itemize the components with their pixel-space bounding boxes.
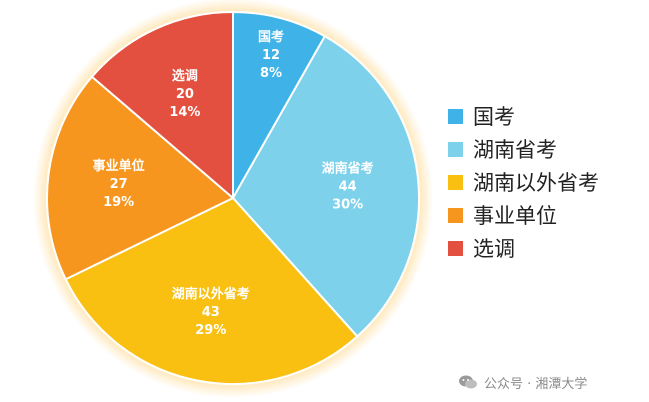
- pie-slice-label-name: 国考: [258, 29, 284, 45]
- pie-slice: [90, 10, 234, 201]
- legend-swatch: [448, 241, 463, 256]
- pie-slice: [232, 10, 327, 202]
- pie-slice-labels: 国考 12 8% 湖南省考 44 30% 湖南以外省考 43 29% 事业单位 27 19% 选调 20 1…: [93, 29, 374, 338]
- legend-swatch: [448, 208, 463, 223]
- pie-slice: [46, 75, 235, 281]
- legend-label: 湖南省考: [473, 138, 557, 162]
- legend-label: 选调: [473, 237, 515, 261]
- legend-swatch: [448, 142, 463, 157]
- pie-slices: [46, 10, 420, 385]
- legend-swatch: [448, 109, 463, 124]
- legend-label: 国考: [473, 105, 515, 129]
- pie-slice-label-percent: 14%: [169, 105, 200, 120]
- pie-slice-label-percent: 30%: [332, 198, 363, 213]
- wechat-icon: [459, 375, 477, 389]
- pie-slice-label-name: 湖南以外省考: [172, 286, 250, 302]
- watermark: 公众号 · 湘潭大学: [458, 372, 587, 392]
- pie-slice-label-value: 44: [339, 180, 357, 195]
- pie-slice-label-value: 20: [176, 87, 194, 102]
- pie-slice-label-percent: 19%: [103, 195, 134, 210]
- pie-slice: [231, 34, 420, 338]
- pie-slice-label-value: 27: [110, 177, 128, 192]
- pie-slice-label-name: 湖南省考: [322, 161, 374, 177]
- legend-label: 湖南以外省考: [473, 171, 599, 195]
- watermark-text: 公众号 · 湘潭大学: [484, 376, 588, 392]
- pie-slice-label-percent: 29%: [195, 323, 226, 338]
- pie-slice-label-name: 选调: [172, 68, 198, 84]
- pie-slice-label-name: 事业单位: [93, 158, 145, 174]
- legend-label: 事业单位: [473, 204, 557, 228]
- pie-slice-label-percent: 8%: [260, 66, 282, 81]
- legend-swatch: [448, 175, 463, 190]
- pie-slice-label-value: 12: [262, 48, 280, 63]
- pie-slice-label-value: 43: [202, 305, 220, 320]
